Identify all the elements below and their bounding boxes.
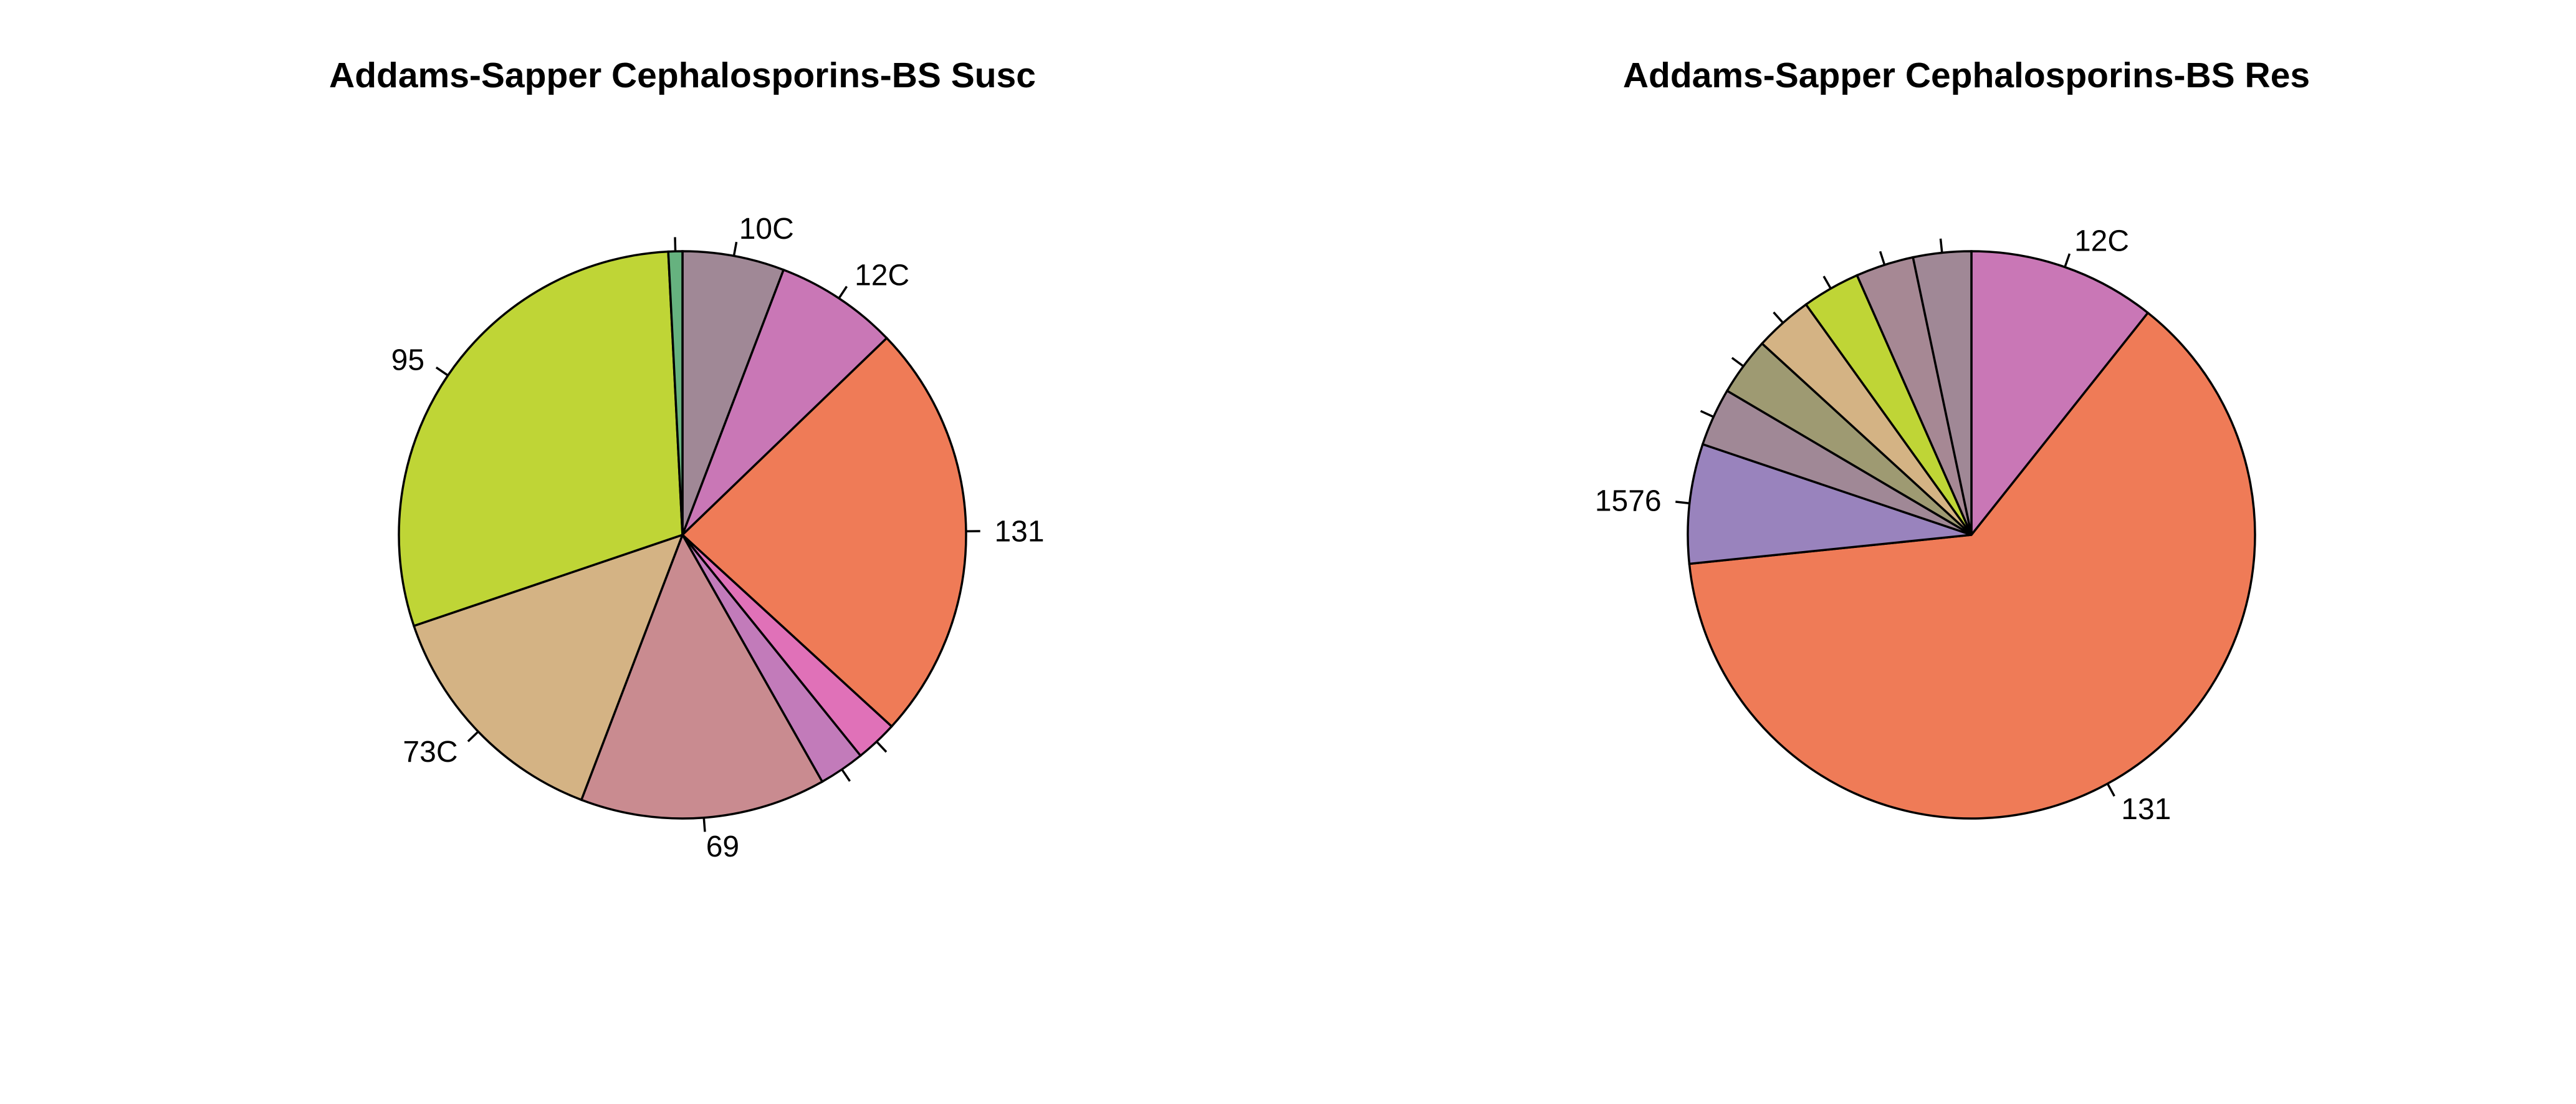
pie-slice — [580, 532, 824, 820]
slice-label-tick — [1773, 311, 1784, 324]
slice-label-tick — [674, 237, 677, 252]
slice-label: 73C — [403, 736, 457, 769]
pie-slice — [412, 533, 684, 802]
slice-label-tick — [1675, 501, 1690, 505]
slice-label: 12C — [855, 259, 909, 292]
slice-label: 1576 — [1595, 484, 1662, 517]
slice-label-tick — [1879, 251, 1886, 266]
slice-label-tick — [841, 769, 851, 782]
pie-slice — [681, 268, 889, 536]
slice-label-tick — [2106, 783, 2115, 797]
slice-label: 131 — [2121, 793, 2171, 826]
pie-slice — [681, 250, 785, 535]
slice-label: 131 — [994, 516, 1044, 549]
slice-label-tick — [467, 731, 479, 742]
chart-title: Addams-Sapper Cephalosporins-BS Res — [1623, 55, 2310, 95]
slice-label-tick — [1700, 410, 1714, 418]
slice-label-tick — [702, 817, 706, 832]
slice-label: 69 — [706, 830, 739, 863]
pie-slice — [1688, 311, 2256, 820]
slice-label-tick — [876, 741, 888, 753]
slice-label-tick — [2064, 253, 2071, 267]
slice-label-tick — [1939, 238, 1943, 253]
pie-chart-resistant: Addams-Sapper Cephalosporins-BS Res 12C 1… — [1595, 55, 2310, 826]
pie-chart-susceptible: Addams-Sapper Cephalosporins-BS Susc 10C… — [329, 55, 1045, 863]
pie-slice — [681, 336, 967, 728]
slice-label-tick — [1731, 357, 1745, 367]
chart-title: Addams-Sapper Cephalosporins-BS Susc — [329, 55, 1036, 95]
slice-label: 10C — [739, 213, 794, 246]
pie-slice — [667, 250, 684, 535]
slice-label-tick — [1822, 276, 1832, 289]
slice-label-tick — [838, 286, 848, 299]
slice-label: 12C — [2074, 224, 2129, 257]
slice-label: 95 — [391, 344, 424, 377]
slice-label-tick — [435, 367, 449, 377]
slice-label-tick — [732, 241, 738, 256]
pie-slice — [1687, 443, 1972, 565]
